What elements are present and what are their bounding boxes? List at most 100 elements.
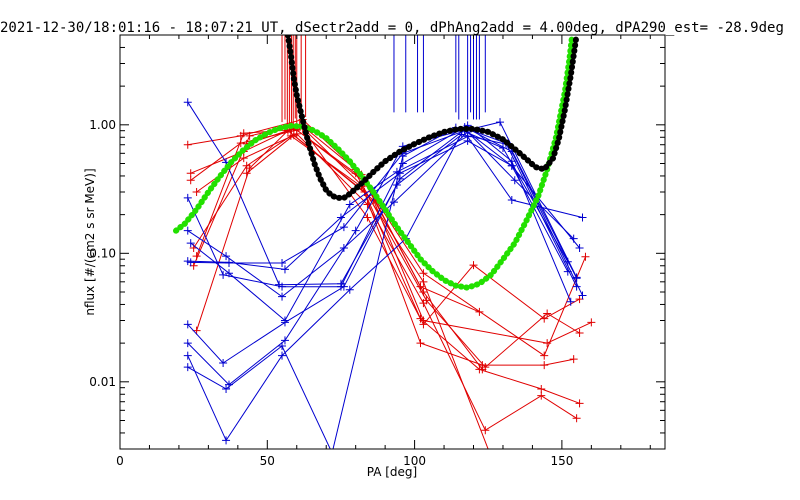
red-data-point [540,351,549,360]
green-model-curve [173,35,576,291]
blue-data-point [186,239,195,248]
blue-data-point [280,336,289,345]
red-data-point [572,414,581,423]
x-tick-label: 50 [260,454,275,468]
blue-data-point [507,195,516,204]
red-data-point [537,384,546,393]
red-data-point [183,140,192,149]
red-data-point [469,261,478,270]
y-tick-label: 0.10 [89,246,116,260]
red-data-point [239,154,248,163]
blue-series-line [187,128,578,386]
blue-data-point [336,213,345,222]
plot-frame [119,34,666,450]
blue-series-line [190,135,583,322]
red-data-point [186,176,195,185]
red-data-point [569,355,578,364]
red-data-point [543,309,552,318]
black-model-curve [284,35,580,201]
blue-data-point [575,243,584,252]
blue-data-point [339,243,348,252]
blue-data-point [183,193,192,202]
blue-data-point [578,213,587,222]
red-data-point [481,426,490,435]
red-data-point [537,391,546,400]
axis-ticks: 0 50 100 150 0.01 0.10 1.00 [89,34,665,468]
blue-series-line [187,140,580,270]
blue-data-point [351,226,360,235]
blue-data-point [398,152,407,161]
red-series-line [193,124,574,366]
blue-data-point [498,144,507,153]
red-data-point [242,161,251,170]
red-data-point [540,314,549,323]
red-data-point [540,361,549,370]
blue-data-point [225,269,233,278]
blue-data-point [278,282,287,291]
blue-data-point [278,341,287,350]
blue-data-point [578,291,587,300]
blue-data-point [463,136,472,145]
red-data-point [581,252,590,261]
x-axis-label: PA [deg] [367,465,417,479]
blue-data-point [183,339,192,348]
y-tick-label: 1.00 [89,118,116,132]
blue-data-point [225,259,233,268]
red-data-point [186,169,195,178]
red-data-point [419,299,428,308]
blue-data-point [398,159,407,168]
blue-data-point [345,200,354,209]
blue-data-point [278,292,287,301]
red-data-point [575,399,584,408]
blue-data-point [183,363,192,372]
red-series-line [196,130,580,404]
blue-data-point [345,285,354,294]
blue-data-point [183,320,192,329]
blue-data-point [278,351,287,360]
blue-data-point [222,252,231,261]
red-data-point [289,131,298,140]
red-data-point [478,361,487,370]
blue-series-line [187,101,578,286]
red-data-point [416,339,425,348]
blue-data-point [280,318,289,327]
blue-data-point [186,258,195,267]
red-data-point [419,316,428,325]
red-series-line [190,127,483,370]
blue-data-point [183,351,192,360]
blue-data-point [280,265,289,274]
plot-content [173,35,596,449]
red-data-point [419,277,428,286]
red-series-line [246,134,592,344]
y-tick-label: 0.01 [89,375,116,389]
blue-data-point [222,384,231,393]
blue-series-line [187,127,569,449]
blue-data-point [183,226,192,235]
x-tick-label: 150 [550,454,573,468]
red-data-point [192,188,201,197]
blue-data-point [563,257,572,266]
chart-title: 2021-12-30/18:01:16 - 18:07:21 UT, dSect… [0,20,784,36]
blue-series-line [187,128,569,364]
blue-data-point [566,297,575,306]
blue-data-point [339,223,348,232]
red-data-point [192,252,201,261]
blue-data-point [219,359,228,368]
y-axis-label: nflux [#/(cm2 s sr MeV)] [83,168,97,315]
red-data-point [363,213,372,222]
blue-series-line [187,131,575,298]
blue-data-point [510,176,519,185]
blue-data-point [389,198,398,207]
red-series-line [196,128,580,326]
blue-data-point [278,259,287,268]
x-tick-label: 100 [403,454,426,468]
red-data-point [543,339,552,348]
blue-data-point [219,270,228,279]
blue-data-point [222,436,231,445]
red-data-point [419,269,428,278]
blue-data-point [339,282,348,291]
blue-series-line [187,126,583,442]
blue-data-point [183,98,192,107]
blue-data-point [496,118,505,127]
